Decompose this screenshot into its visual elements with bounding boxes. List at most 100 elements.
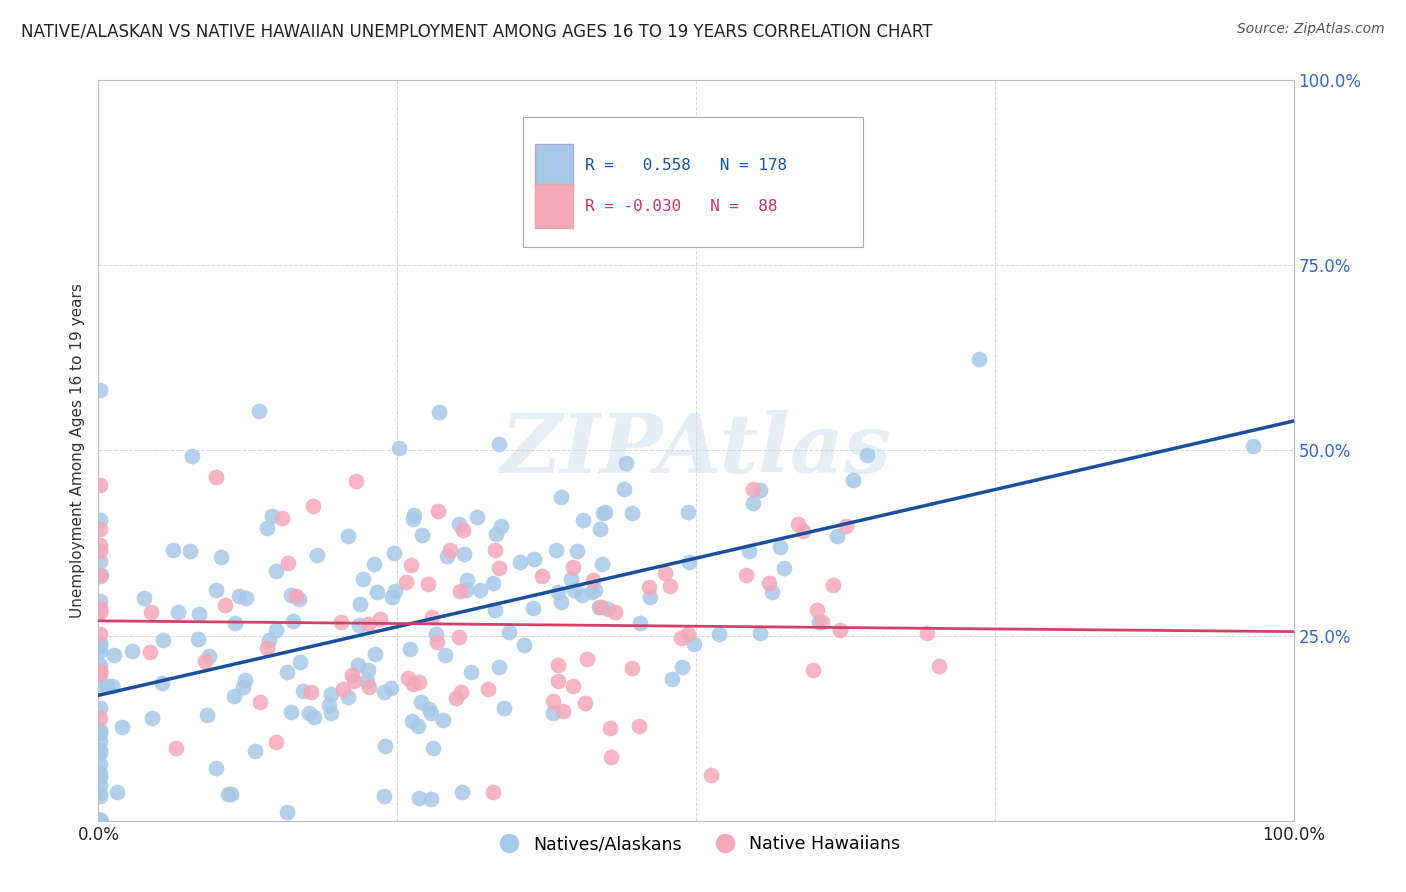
Point (583, 582, 606, 597)
Point (356, 663, 378, 677)
Point (482, 575, 505, 590)
Point (742, 496, 765, 510)
Point (193, 654, 215, 668)
Point (89, 604, 111, 618)
Point (748, 625, 770, 640)
Point (427, 405, 450, 419)
Point (420, 706, 443, 721)
Point (179, 544, 201, 558)
Text: ZIPAtlas: ZIPAtlas (501, 410, 891, 491)
Point (305, 548, 328, 562)
Point (89, 605, 111, 619)
Text: R = -0.030   N =  88: R = -0.030 N = 88 (585, 199, 778, 214)
Point (773, 561, 796, 575)
Point (318, 698, 340, 713)
Point (89, 543, 111, 558)
Point (700, 768, 723, 782)
Point (187, 632, 209, 647)
Point (621, 660, 644, 674)
Point (280, 705, 302, 719)
Point (654, 566, 676, 580)
Point (761, 585, 783, 599)
Point (787, 517, 810, 532)
Point (245, 744, 267, 758)
Point (368, 612, 391, 626)
Point (373, 685, 395, 699)
Point (408, 675, 430, 690)
Point (89, 734, 111, 748)
Point (411, 528, 433, 542)
Point (561, 680, 583, 694)
Point (89, 778, 111, 792)
Point (285, 589, 308, 603)
Point (638, 580, 661, 594)
Point (89, 813, 111, 827)
Point (828, 623, 851, 637)
Point (512, 639, 534, 653)
Legend: Natives/Alaskans, Native Hawaiians: Natives/Alaskans, Native Hawaiians (485, 828, 907, 860)
Point (547, 673, 569, 688)
Point (89, 627, 111, 641)
Point (758, 576, 780, 591)
Point (276, 805, 298, 820)
Point (299, 684, 322, 698)
Point (277, 556, 299, 570)
Point (477, 681, 499, 696)
Point (419, 792, 441, 806)
Point (89, 522, 111, 536)
Point (89, 643, 111, 657)
Point (89, 477, 111, 491)
Point (198, 649, 221, 664)
Point (492, 701, 515, 715)
Point (418, 577, 440, 591)
Point (823, 578, 845, 592)
Point (357, 616, 380, 631)
Point (523, 552, 546, 566)
FancyBboxPatch shape (523, 118, 863, 247)
Point (598, 602, 620, 616)
Point (572, 513, 595, 527)
Point (139, 645, 162, 659)
Point (89, 813, 111, 827)
Point (470, 582, 492, 597)
Point (671, 659, 693, 673)
Point (347, 658, 370, 673)
Point (482, 785, 505, 799)
Point (121, 644, 143, 658)
Point (591, 557, 613, 571)
Point (219, 788, 242, 802)
Point (89, 785, 111, 799)
Point (484, 542, 506, 557)
Point (388, 441, 411, 455)
Point (551, 704, 574, 718)
Point (373, 789, 395, 803)
Point (808, 615, 831, 629)
Point (262, 508, 284, 523)
Point (380, 681, 402, 695)
Point (281, 614, 304, 628)
Point (402, 508, 425, 523)
Point (453, 547, 475, 561)
Point (89, 757, 111, 772)
Point (89, 569, 111, 583)
Point (352, 572, 374, 586)
Point (150, 676, 173, 690)
Point (256, 521, 278, 535)
Point (769, 540, 792, 554)
Point (426, 635, 449, 649)
Point (89, 639, 111, 653)
Point (707, 627, 730, 641)
Point (574, 696, 596, 710)
Point (599, 721, 621, 735)
Point (89, 594, 111, 608)
Y-axis label: Unemployment Among Ages 16 to 19 years: Unemployment Among Ages 16 to 19 years (69, 283, 84, 618)
Point (209, 549, 232, 564)
Point (162, 543, 184, 558)
Point (661, 672, 683, 686)
Point (678, 555, 700, 569)
Point (603, 605, 626, 619)
Point (204, 582, 226, 597)
Point (152, 632, 174, 647)
Point (396, 671, 419, 685)
Point (550, 595, 572, 609)
